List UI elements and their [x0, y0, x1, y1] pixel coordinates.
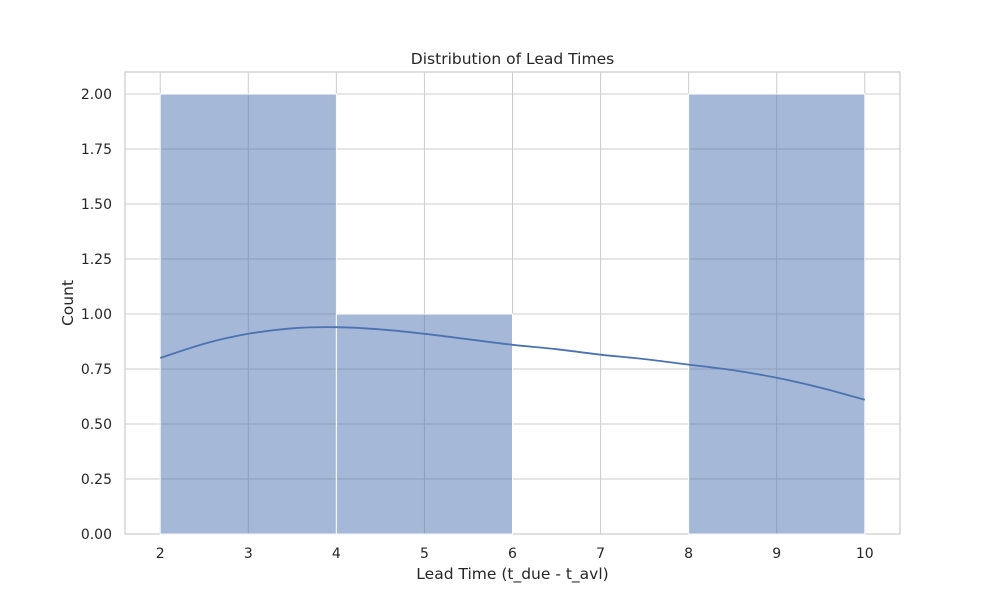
y-tick-label: 0.00 [81, 527, 112, 543]
y-tick-label: 0.50 [81, 417, 112, 433]
x-tick-label: 9 [772, 546, 781, 562]
chart-title: Distribution of Lead Times [411, 50, 614, 68]
histogram-bar [335, 313, 514, 535]
x-tick-labels: 2 3 4 5 6 7 8 9 10 [156, 546, 874, 562]
x-tick-label: 2 [156, 546, 165, 562]
y-axis-label: Count [59, 280, 77, 326]
histogram-bar [688, 93, 866, 535]
kde-line [159, 326, 866, 401]
y-tick-label: 2.00 [81, 87, 112, 103]
y-tick-labels: 0.00 0.25 0.50 0.75 1.00 1.25 1.50 1.75 2.00 [81, 87, 112, 543]
y-tick-label: 1.50 [81, 197, 112, 213]
x-tick-label: 3 [244, 546, 253, 562]
y-tick-label: 1.00 [81, 307, 112, 323]
x-tick-label: 5 [420, 546, 429, 562]
x-tick-label: 6 [508, 546, 517, 562]
x-tick-label: 4 [332, 546, 341, 562]
x-axis-label: Lead Time (t_due - t_avl) [416, 565, 608, 584]
y-tick-label: 0.25 [81, 472, 112, 488]
y-tick-label: 1.75 [81, 142, 112, 158]
kde-curve [159, 326, 866, 401]
x-tick-label: 8 [684, 546, 693, 562]
y-tick-label: 0.75 [81, 362, 112, 378]
y-tick-label: 1.25 [81, 252, 112, 268]
x-tick-label: 10 [856, 546, 874, 562]
x-tick-label: 7 [596, 546, 605, 562]
histogram-bars [159, 93, 866, 535]
histogram-bar [159, 93, 337, 535]
